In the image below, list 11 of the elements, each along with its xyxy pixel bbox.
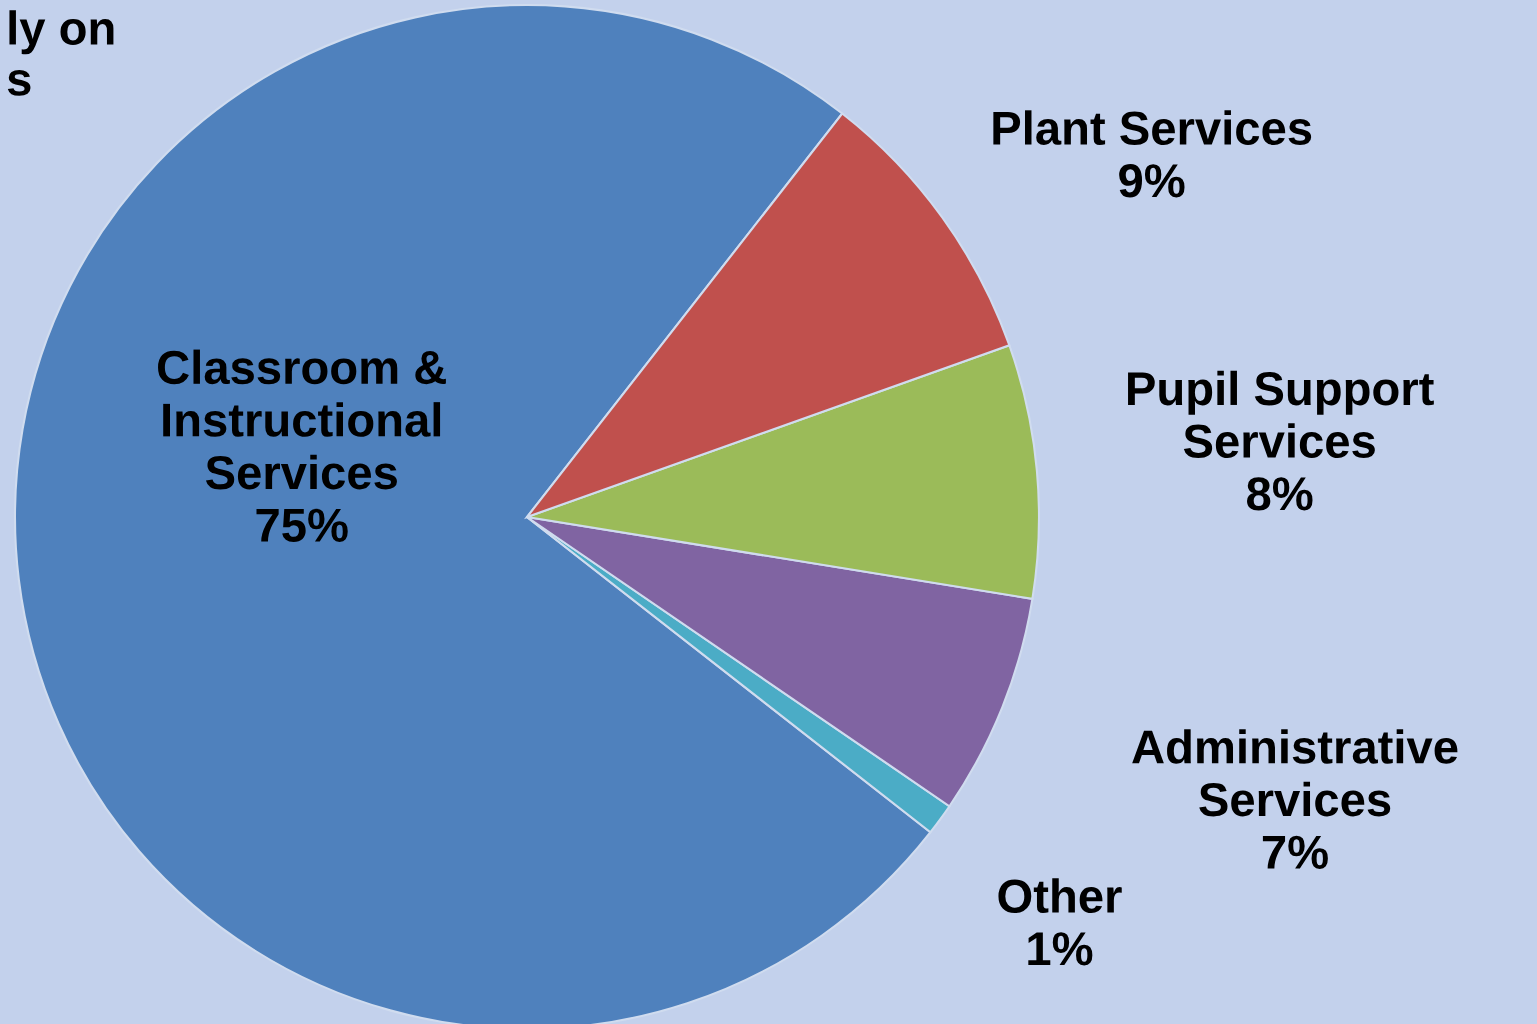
text: ly on s <box>7 10 114 96</box>
data-label: 75% <box>256 508 348 542</box>
data-label: 7% <box>1262 835 1328 869</box>
slice-label: Plant Services <box>993 110 1312 145</box>
slice-label: Other <box>998 878 1122 913</box>
data-label: 9% <box>1119 164 1185 198</box>
slice-label: Classroom & Instructional Services <box>158 349 446 490</box>
slice-label: Pupil Support Services <box>1128 370 1434 458</box>
slice-label: Administrative Services <box>1132 729 1458 817</box>
data-label: 1% <box>1028 932 1093 966</box>
data-label: 8% <box>1247 477 1313 511</box>
